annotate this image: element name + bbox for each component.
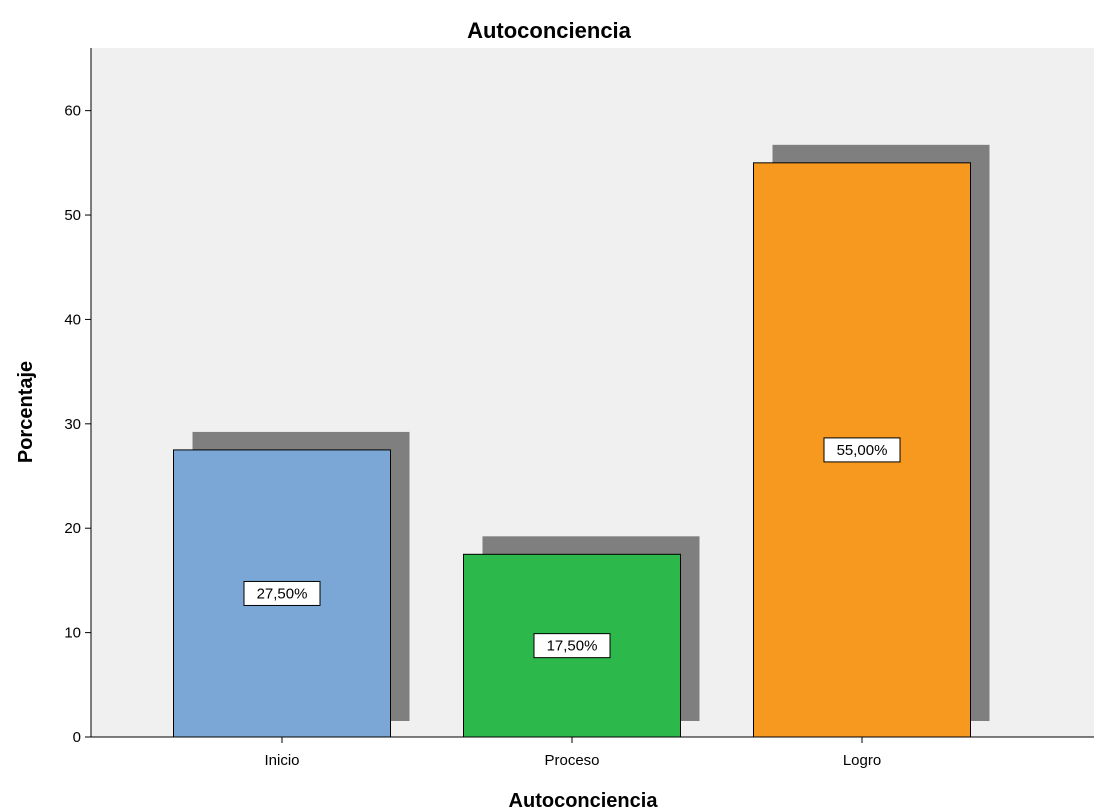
- data-labels: 27,50% 17,50% 55,00%: [243, 437, 901, 659]
- x-tick-label: Inicio: [264, 752, 299, 769]
- data-label-box: [533, 633, 611, 659]
- y-tick-label: 0: [73, 729, 81, 746]
- y-axis-title: Porcentaje: [15, 361, 37, 463]
- x-axis-title: Autoconciencia: [509, 790, 659, 812]
- x-axis-ticks: Inicio Proceso Logro: [264, 737, 881, 769]
- data-label-box: [823, 437, 901, 463]
- y-tick-label: 20: [64, 520, 81, 537]
- y-tick-label: 50: [64, 207, 81, 224]
- y-tick-label: 40: [64, 311, 81, 328]
- chart-title: Autoconciencia: [467, 18, 632, 43]
- y-axis-ticks: 0 10 20 30 40 50 60: [64, 103, 91, 746]
- x-tick-label: Proceso: [544, 752, 599, 769]
- y-tick-label: 60: [64, 103, 81, 120]
- x-tick-label: Logro: [843, 752, 881, 769]
- data-label: 17,50%: [547, 638, 598, 655]
- y-tick-label: 30: [64, 416, 81, 433]
- data-label: 55,00%: [837, 442, 888, 459]
- data-label: 27,50%: [257, 585, 308, 602]
- data-label-box: [243, 580, 321, 606]
- y-tick-label: 10: [64, 625, 81, 642]
